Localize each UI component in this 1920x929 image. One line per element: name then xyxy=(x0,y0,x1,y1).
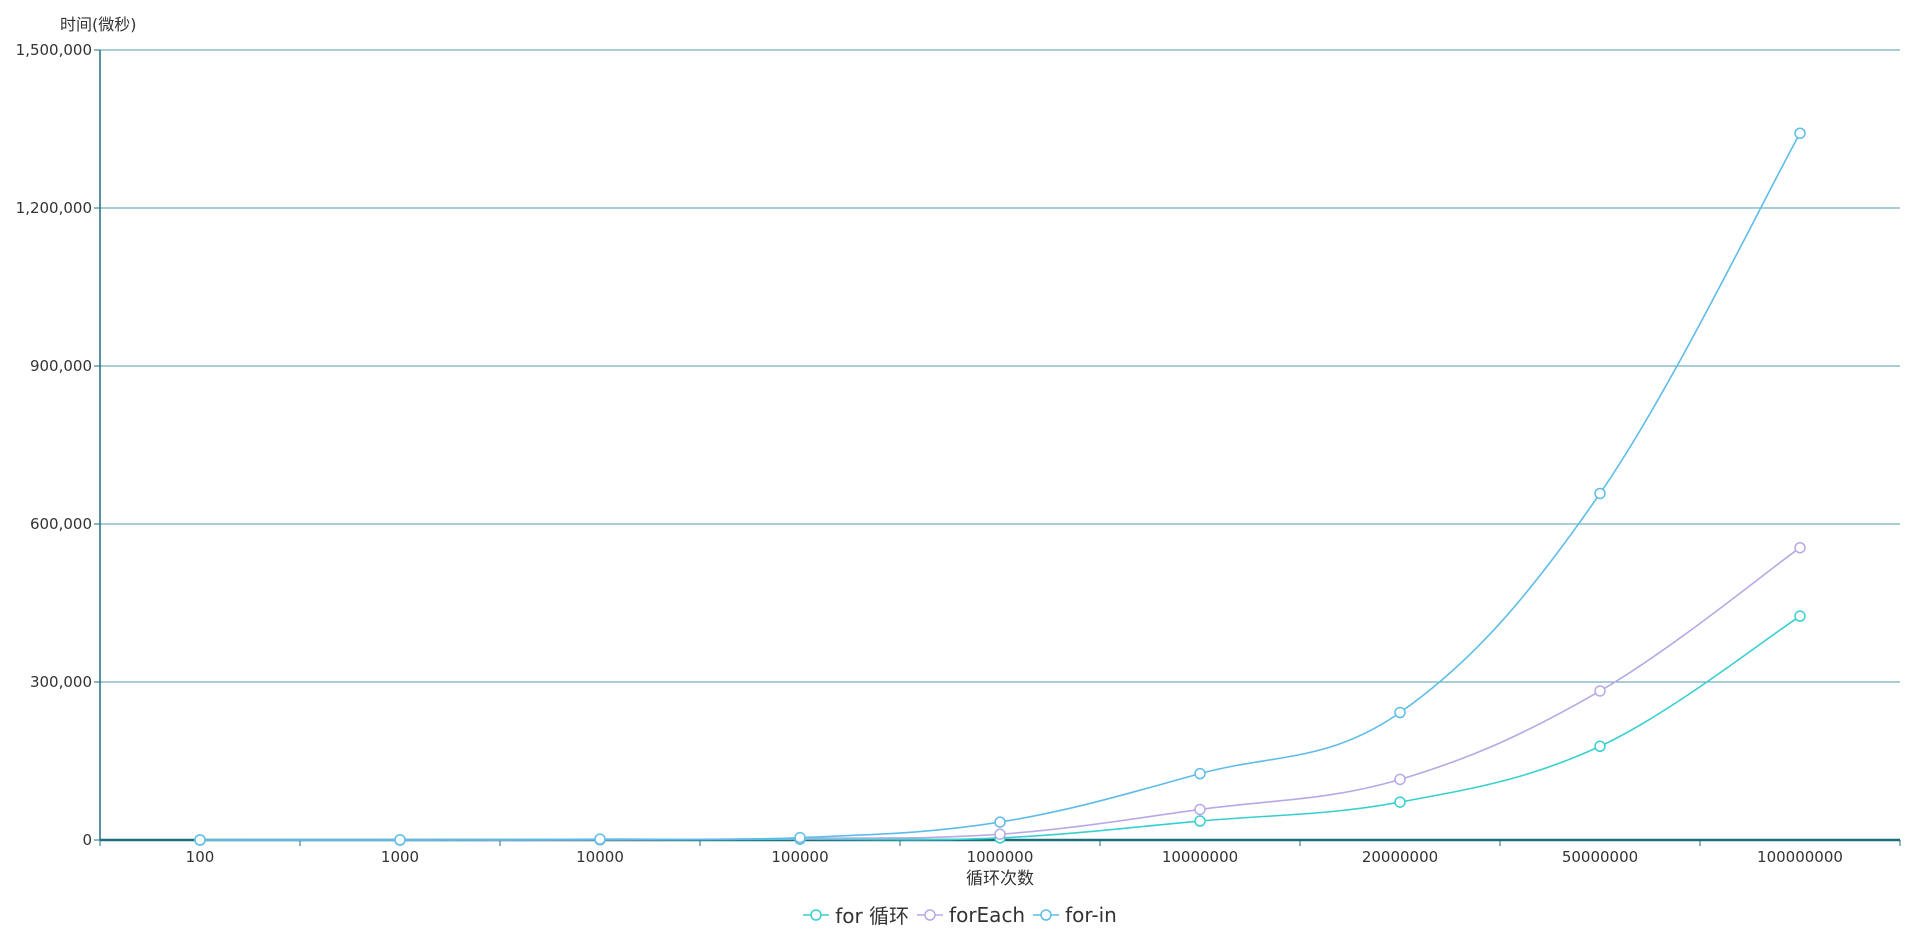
y-axis-ticks: 0 300,000 600,000 900,000 1,200,000 1,500,000 xyxy=(16,41,100,849)
data-point[interactable] xyxy=(594,833,606,845)
y-tick-label: 900,000 xyxy=(30,357,92,375)
legend-item[interactable]: forEach xyxy=(917,903,1025,927)
y-tick-label: 300,000 xyxy=(30,673,92,691)
data-point[interactable] xyxy=(1394,706,1406,719)
series-line xyxy=(199,132,1801,841)
x-tick-label: 100000 xyxy=(771,848,828,866)
legend-swatch-icon xyxy=(1033,908,1060,921)
data-point[interactable] xyxy=(1194,803,1206,816)
series-layer xyxy=(194,127,1806,846)
y-axis-title: 时间(微秒) xyxy=(60,15,137,34)
legend-swatch-icon xyxy=(917,908,944,921)
legend-item[interactable]: for 循环 xyxy=(803,900,909,929)
data-point[interactable] xyxy=(1594,740,1606,753)
data-point[interactable] xyxy=(994,828,1006,840)
data-point[interactable] xyxy=(1394,773,1406,786)
series-line xyxy=(199,615,1801,841)
data-point[interactable] xyxy=(1794,127,1806,139)
series-for 循环 xyxy=(194,610,1806,846)
legend-label: forEach xyxy=(949,902,1026,927)
x-axis-title: 循环次数 xyxy=(966,869,1034,889)
data-point[interactable] xyxy=(1594,685,1606,697)
x-tick-label: 100 xyxy=(186,848,215,866)
grid-lines xyxy=(100,49,1900,683)
x-tick-label: 50000000 xyxy=(1562,848,1638,866)
x-tick-label: 1000000 xyxy=(967,848,1034,866)
x-tick-label: 10000 xyxy=(576,848,624,866)
legend-label: for-in xyxy=(1065,902,1117,927)
y-tick-label: 0 xyxy=(82,831,92,849)
legend-label: for 循环 xyxy=(835,904,910,928)
chart-legend: for 循环 forEach for-in xyxy=(0,900,1920,929)
data-point[interactable] xyxy=(1394,796,1406,808)
line-chart: 0 300,000 600,000 900,000 1,200,000 1,500,000… xyxy=(16,15,1901,889)
y-tick-label: 1,200,000 xyxy=(16,199,92,217)
y-tick-label: 1,500,000 xyxy=(16,41,92,59)
series-forEach xyxy=(194,541,1806,846)
data-point[interactable] xyxy=(394,834,406,846)
data-point[interactable] xyxy=(1194,767,1206,780)
legend-swatch-icon xyxy=(803,908,830,921)
data-point[interactable] xyxy=(1794,610,1806,622)
y-tick-label: 600,000 xyxy=(30,515,92,533)
data-point[interactable] xyxy=(794,831,806,844)
data-point[interactable] xyxy=(1194,815,1206,827)
series-for-in xyxy=(194,127,1806,846)
data-point[interactable] xyxy=(194,834,206,846)
data-point[interactable] xyxy=(1794,541,1806,554)
data-point[interactable] xyxy=(1594,487,1606,500)
x-tick-label: 20000000 xyxy=(1362,848,1438,866)
x-tick-label: 10000000 xyxy=(1162,848,1238,866)
x-axis-ticks: 100 1000 10000 100000 1000000 10000000 2000000… xyxy=(99,840,1901,866)
data-point[interactable] xyxy=(994,816,1006,828)
legend-item[interactable]: for-in xyxy=(1033,903,1117,927)
x-tick-label: 1000 xyxy=(381,848,419,866)
series-line xyxy=(199,547,1801,841)
x-tick-label: 100000000 xyxy=(1757,848,1843,866)
